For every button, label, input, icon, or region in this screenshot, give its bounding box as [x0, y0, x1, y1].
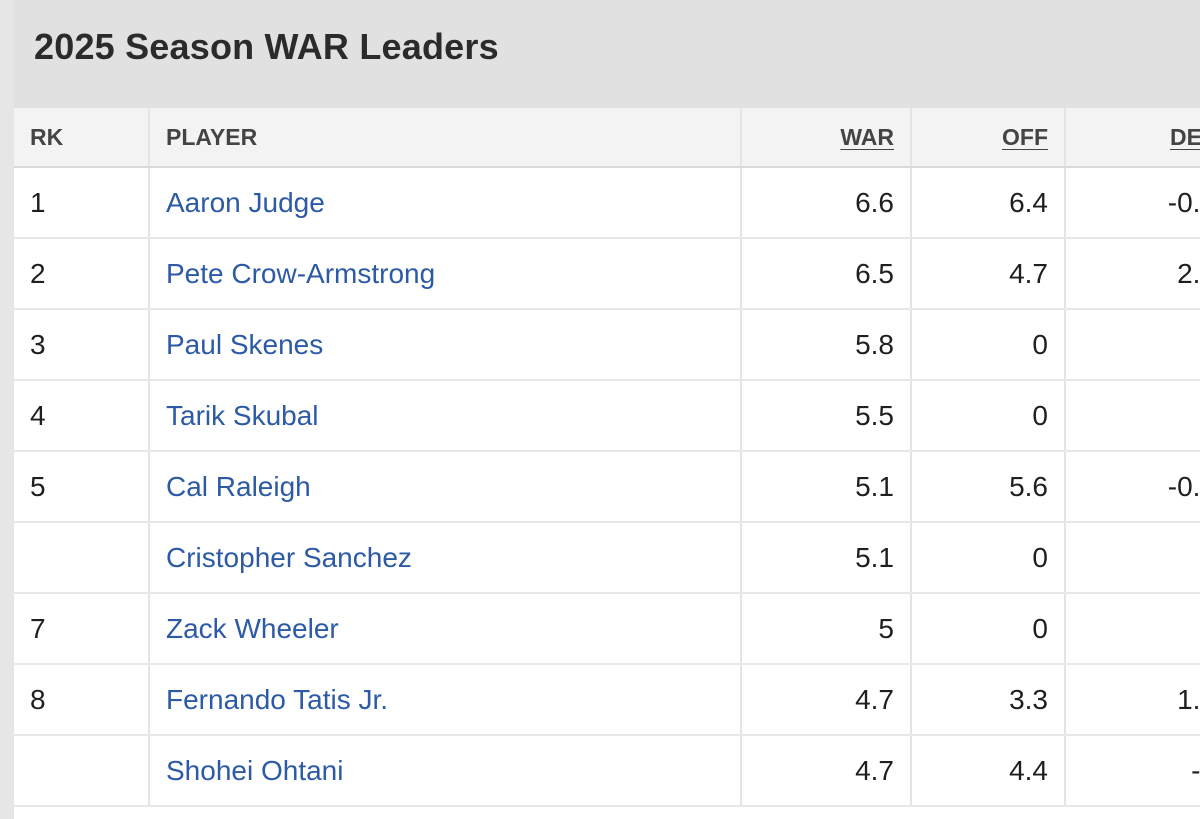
war-cell: 4.7	[741, 735, 912, 807]
left-gutter	[0, 0, 14, 819]
def-cell: 0	[1065, 380, 1200, 452]
rank-cell: 1	[14, 167, 150, 239]
war-leaders-panel: 2025 Season WAR Leaders RK PLAYER WAR OF…	[14, 0, 1200, 819]
off-cell: 0	[911, 309, 1066, 381]
player-cell: Aaron Judge	[149, 167, 742, 239]
page-title: 2025 Season WAR Leaders	[34, 26, 499, 67]
off-cell: 4.7	[911, 238, 1066, 310]
player-link[interactable]: Tarik Skubal	[166, 399, 319, 431]
column-header-player: PLAYER	[149, 108, 742, 168]
column-header-off[interactable]: OFF	[911, 108, 1066, 168]
table-row: Cristopher Sanchez 5.1 0 0	[14, 522, 1200, 594]
war-cell: 5.1	[741, 451, 912, 523]
table-body: 1 Aaron Judge 6.6 6.4 -0.2 2 Pete Crow-A…	[14, 167, 1200, 807]
off-cell: 5.6	[911, 451, 1066, 523]
column-header-rk: RK	[14, 108, 150, 168]
off-cell: 4.4	[911, 735, 1066, 807]
player-link[interactable]: Zack Wheeler	[166, 612, 339, 644]
header-row: RK PLAYER WAR OFF DEF	[14, 108, 1200, 168]
player-link[interactable]: Paul Skenes	[166, 328, 324, 360]
def-cell: 0	[1065, 309, 1200, 381]
player-cell: Zack Wheeler	[149, 593, 742, 665]
war-cell: 6.5	[741, 238, 912, 310]
table-row: 8 Fernando Tatis Jr. 4.7 3.3 1.1	[14, 664, 1200, 736]
rank-cell: 7	[14, 593, 150, 665]
rank-cell	[14, 735, 150, 807]
def-cell: -1	[1065, 735, 1200, 807]
player-cell: Pete Crow-Armstrong	[149, 238, 742, 310]
rank-cell: 8	[14, 664, 150, 736]
off-cell: 0	[911, 522, 1066, 594]
rank-cell: 3	[14, 309, 150, 381]
war-cell: 4.7	[741, 664, 912, 736]
war-cell: 5.1	[741, 522, 912, 594]
table-header: RK PLAYER WAR OFF DEF	[14, 108, 1200, 168]
off-cell: 0	[911, 593, 1066, 665]
sort-def-link[interactable]: DEF	[1170, 123, 1200, 150]
def-cell: 0	[1065, 593, 1200, 665]
table-row: 4 Tarik Skubal 5.5 0 0	[14, 380, 1200, 452]
war-cell: 5.8	[741, 309, 912, 381]
rank-cell: 4	[14, 380, 150, 452]
def-cell: 0	[1065, 522, 1200, 594]
player-link[interactable]: Fernando Tatis Jr.	[166, 683, 389, 715]
player-link[interactable]: Pete Crow-Armstrong	[166, 257, 436, 289]
off-cell: 3.3	[911, 664, 1066, 736]
player-link[interactable]: Shohei Ohtani	[166, 754, 344, 786]
table-row: 2 Pete Crow-Armstrong 6.5 4.7 2.2	[14, 238, 1200, 310]
def-cell: 1.1	[1065, 664, 1200, 736]
sort-off-link[interactable]: OFF	[1002, 123, 1048, 150]
off-cell: 6.4	[911, 167, 1066, 239]
player-cell: Tarik Skubal	[149, 380, 742, 452]
player-cell: Paul Skenes	[149, 309, 742, 381]
table-row: Shohei Ohtani 4.7 4.4 -1	[14, 735, 1200, 807]
table-row: 1 Aaron Judge 6.6 6.4 -0.2	[14, 167, 1200, 239]
column-header-war[interactable]: WAR	[741, 108, 912, 168]
player-link[interactable]: Cal Raleigh	[166, 470, 311, 502]
sort-war-link[interactable]: WAR	[840, 123, 894, 150]
player-link[interactable]: Aaron Judge	[166, 186, 325, 218]
war-leaders-table: RK PLAYER WAR OFF DEF 1 Aaron Judge 6.6 …	[14, 108, 1200, 807]
player-cell: Cristopher Sanchez	[149, 522, 742, 594]
player-cell: Shohei Ohtani	[149, 735, 742, 807]
table-row: 3 Paul Skenes 5.8 0 0	[14, 309, 1200, 381]
table-row: 5 Cal Raleigh 5.1 5.6 -0.1	[14, 451, 1200, 523]
rank-cell	[14, 522, 150, 594]
rank-cell: 5	[14, 451, 150, 523]
war-cell: 5	[741, 593, 912, 665]
player-cell: Fernando Tatis Jr.	[149, 664, 742, 736]
player-link[interactable]: Cristopher Sanchez	[166, 541, 412, 573]
war-cell: 5.5	[741, 380, 912, 452]
table-row: 7 Zack Wheeler 5 0 0	[14, 593, 1200, 665]
rank-cell: 2	[14, 238, 150, 310]
def-cell: 2.2	[1065, 238, 1200, 310]
title-bar: 2025 Season WAR Leaders	[14, 0, 1200, 108]
column-header-def[interactable]: DEF	[1065, 108, 1200, 168]
war-cell: 6.6	[741, 167, 912, 239]
player-cell: Cal Raleigh	[149, 451, 742, 523]
off-cell: 0	[911, 380, 1066, 452]
def-cell: -0.1	[1065, 451, 1200, 523]
def-cell: -0.2	[1065, 167, 1200, 239]
